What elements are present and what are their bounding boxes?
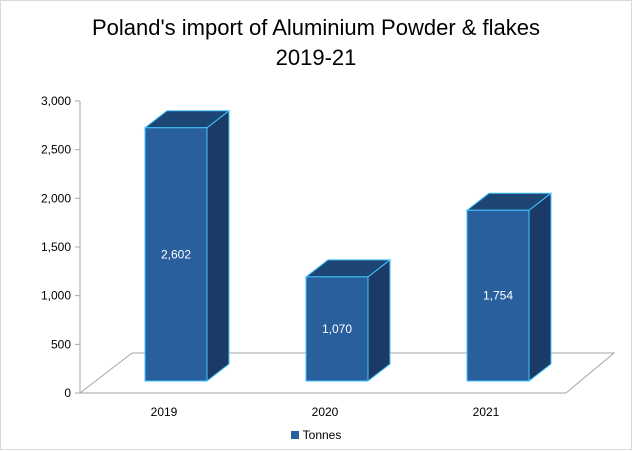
chart-title-line-1: Poland's import of Aluminium Powder & fl…: [91, 15, 541, 40]
legend-label-tonnes: Tonnes: [302, 428, 342, 442]
data-label: 1,754: [483, 289, 513, 303]
y-tick-label: 0: [64, 386, 71, 400]
y-tick-label: 2,500: [41, 143, 71, 157]
floor-plane: [78, 352, 616, 394]
chart-title-line-2: 2019-21: [275, 45, 357, 70]
bar-2021: [466, 209, 530, 382]
y-tick-label: 3,000: [41, 94, 71, 108]
bar-2020: [305, 276, 369, 382]
chart-title: Poland's import of Aluminium Powder & fl…: [1, 13, 631, 73]
bar-side: [528, 192, 552, 383]
y-tick-label: 500: [51, 337, 71, 351]
legend: Tonnes: [1, 428, 631, 442]
y-tick-label: 1,500: [41, 240, 71, 254]
legend-swatch-tonnes: [290, 430, 299, 439]
x-tick-label: 2020: [312, 405, 339, 419]
y-tick-label: 2,000: [41, 191, 71, 205]
data-label: 1,070: [322, 322, 352, 336]
y-tick-label: 1,000: [41, 289, 71, 303]
bar-side: [367, 258, 391, 383]
x-tick-label: 2019: [151, 405, 178, 419]
bar-side: [206, 109, 230, 383]
data-label: 2,602: [161, 247, 191, 261]
x-tick-label: 2021: [473, 405, 500, 419]
bar-2019: [144, 127, 208, 382]
